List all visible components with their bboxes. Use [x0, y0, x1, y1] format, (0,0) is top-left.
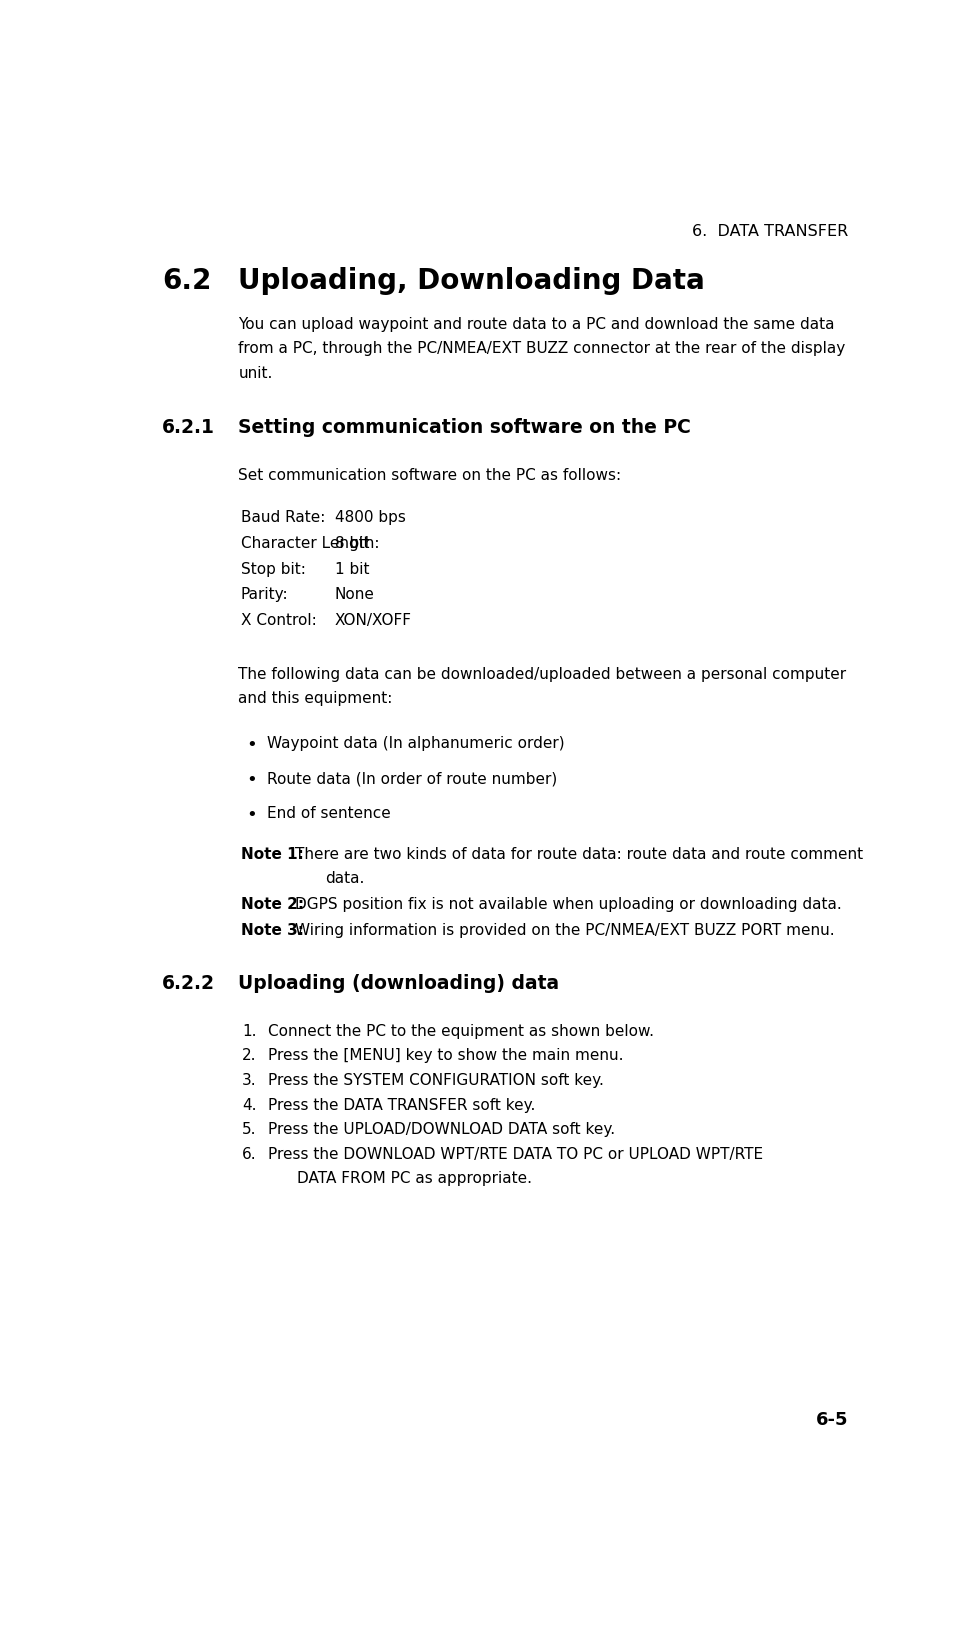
Text: Stop bit:: Stop bit: [240, 562, 305, 577]
Text: X Control:: X Control: [240, 613, 316, 627]
Text: 8 bit: 8 bit [334, 536, 369, 551]
Text: data.: data. [325, 871, 364, 886]
Text: 6.2: 6.2 [162, 266, 212, 294]
Text: XON/XOFF: XON/XOFF [334, 613, 412, 627]
Text: Note 3:: Note 3: [240, 923, 303, 938]
Text: Uploading, Downloading Data: Uploading, Downloading Data [238, 266, 705, 294]
Text: You can upload waypoint and route data to a PC and download the same data: You can upload waypoint and route data t… [238, 317, 835, 332]
Text: Press the UPLOAD/DOWNLOAD DATA soft key.: Press the UPLOAD/DOWNLOAD DATA soft key. [268, 1123, 615, 1137]
Text: The following data can be downloaded/uploaded between a personal computer: The following data can be downloaded/upl… [238, 667, 847, 681]
Text: 3.: 3. [242, 1074, 257, 1088]
Text: DATA FROM PC as appropriate.: DATA FROM PC as appropriate. [297, 1172, 532, 1186]
Text: End of sentence: End of sentence [267, 806, 391, 822]
Text: •: • [246, 771, 257, 789]
Text: Character Length:: Character Length: [240, 536, 379, 551]
Text: Setting communication software on the PC: Setting communication software on the PC [238, 418, 691, 438]
Text: Press the DATA TRANSFER soft key.: Press the DATA TRANSFER soft key. [268, 1098, 536, 1113]
Text: Press the DOWNLOAD WPT/RTE DATA TO PC or UPLOAD WPT/RTE: Press the DOWNLOAD WPT/RTE DATA TO PC or… [268, 1147, 764, 1162]
Text: DGPS position fix is not available when uploading or downloading data.: DGPS position fix is not available when … [295, 897, 842, 912]
Text: unit.: unit. [238, 366, 272, 381]
Text: from a PC, through the PC/NMEA/EXT BUZZ connector at the rear of the display: from a PC, through the PC/NMEA/EXT BUZZ … [238, 342, 846, 356]
Text: 1 bit: 1 bit [334, 562, 369, 577]
Text: None: None [334, 587, 374, 603]
Text: Waypoint data (In alphanumeric order): Waypoint data (In alphanumeric order) [267, 735, 565, 752]
Text: Parity:: Parity: [240, 587, 288, 603]
Text: and this equipment:: and this equipment: [238, 691, 393, 706]
Text: Connect the PC to the equipment as shown below.: Connect the PC to the equipment as shown… [268, 1025, 654, 1039]
Text: Route data (In order of route number): Route data (In order of route number) [267, 771, 557, 786]
Text: 6.2.1: 6.2.1 [162, 418, 215, 438]
Text: 4800 bps: 4800 bps [334, 510, 405, 525]
Text: 6.: 6. [242, 1147, 257, 1162]
Text: Note 1:: Note 1: [240, 846, 303, 861]
Text: Press the [MENU] key to show the main menu.: Press the [MENU] key to show the main me… [268, 1049, 624, 1064]
Text: 6.2.2: 6.2.2 [162, 974, 215, 992]
Text: 1.: 1. [242, 1025, 257, 1039]
Text: 6-5: 6-5 [816, 1412, 849, 1430]
Text: •: • [246, 735, 257, 753]
Text: Baud Rate:: Baud Rate: [240, 510, 325, 525]
Text: 4.: 4. [242, 1098, 257, 1113]
Text: 5.: 5. [242, 1123, 257, 1137]
Text: There are two kinds of data for route data: route data and route comment: There are two kinds of data for route da… [295, 846, 863, 861]
Text: Note 2:: Note 2: [240, 897, 303, 912]
Text: Set communication software on the PC as follows:: Set communication software on the PC as … [238, 469, 621, 484]
Text: Uploading (downloading) data: Uploading (downloading) data [238, 974, 560, 992]
Text: 6.  DATA TRANSFER: 6. DATA TRANSFER [692, 224, 849, 239]
Text: Wiring information is provided on the PC/NMEA/EXT BUZZ PORT menu.: Wiring information is provided on the PC… [295, 923, 834, 938]
Text: •: • [246, 806, 257, 824]
Text: Press the SYSTEM CONFIGURATION soft key.: Press the SYSTEM CONFIGURATION soft key. [268, 1074, 605, 1088]
Text: 2.: 2. [242, 1049, 257, 1064]
